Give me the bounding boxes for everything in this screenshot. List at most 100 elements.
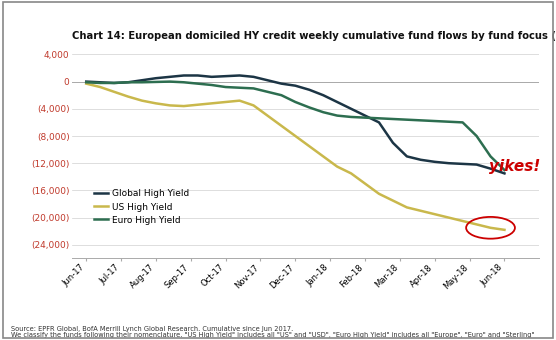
Global High Yield: [167, 75, 173, 79]
US High Yield: [222, 100, 229, 104]
Line: Euro High Yield: Euro High Yield: [86, 82, 504, 170]
Global High Yield: [445, 161, 452, 165]
US High Yield: [501, 228, 508, 232]
US High Yield: [334, 165, 340, 169]
Euro High Yield: [348, 115, 354, 119]
Euro High Yield: [320, 110, 326, 114]
Global High Yield: [138, 78, 145, 82]
Global High Yield: [181, 73, 187, 78]
Euro High Yield: [376, 116, 383, 120]
Global High Yield: [222, 74, 229, 78]
Global High Yield: [236, 73, 243, 78]
Euro High Yield: [418, 118, 424, 122]
Euro High Yield: [362, 116, 369, 120]
Euro High Yield: [152, 80, 159, 84]
Line: US High Yield: US High Yield: [86, 84, 504, 230]
US High Yield: [83, 82, 90, 86]
Euro High Yield: [306, 105, 312, 109]
US High Yield: [125, 95, 131, 99]
Euro High Yield: [501, 168, 508, 172]
Global High Yield: [306, 88, 312, 92]
Euro High Yield: [404, 118, 410, 122]
US High Yield: [306, 144, 312, 148]
Euro High Yield: [236, 86, 243, 90]
Text: Chart 14: European domiciled HY credit weekly cumulative fund flows by fund focu: Chart 14: European domiciled HY credit w…: [72, 31, 556, 41]
Global High Yield: [501, 171, 508, 175]
Euro High Yield: [487, 154, 494, 158]
Global High Yield: [264, 78, 271, 82]
US High Yield: [362, 182, 369, 186]
Euro High Yield: [292, 100, 299, 104]
Global High Yield: [459, 162, 466, 166]
Global High Yield: [152, 76, 159, 80]
Text: Source: EPFR Global, BofA Merrill Lynch Global Research. Cumulative since Jun 20: Source: EPFR Global, BofA Merrill Lynch …: [11, 325, 294, 332]
Global High Yield: [83, 80, 90, 84]
Global High Yield: [362, 114, 369, 118]
Euro High Yield: [181, 80, 187, 84]
US High Yield: [390, 199, 396, 203]
Euro High Yield: [83, 80, 90, 84]
Text: yikes!: yikes!: [489, 159, 540, 174]
US High Yield: [473, 222, 480, 226]
US High Yield: [111, 90, 117, 94]
Euro High Yield: [431, 119, 438, 123]
Euro High Yield: [473, 134, 480, 138]
Global High Yield: [376, 120, 383, 124]
Legend: Global High Yield, US High Yield, Euro High Yield: Global High Yield, US High Yield, Euro H…: [91, 186, 193, 228]
Global High Yield: [125, 80, 131, 84]
Euro High Yield: [278, 93, 285, 97]
US High Yield: [138, 99, 145, 103]
US High Yield: [236, 99, 243, 103]
US High Yield: [376, 192, 383, 196]
Euro High Yield: [250, 86, 257, 90]
US High Yield: [264, 114, 271, 118]
US High Yield: [320, 154, 326, 158]
US High Yield: [167, 103, 173, 107]
Euro High Yield: [222, 85, 229, 89]
US High Yield: [431, 212, 438, 216]
Global High Yield: [431, 160, 438, 164]
US High Yield: [348, 171, 354, 175]
Global High Yield: [97, 80, 103, 84]
Global High Yield: [320, 93, 326, 97]
US High Yield: [195, 103, 201, 107]
US High Yield: [487, 226, 494, 230]
Euro High Yield: [111, 81, 117, 85]
Euro High Yield: [445, 120, 452, 124]
Text: We classify the funds following their nomenclature. "US High Yield" includes all: We classify the funds following their no…: [11, 332, 535, 338]
US High Yield: [250, 103, 257, 107]
Global High Yield: [278, 82, 285, 86]
US High Yield: [418, 209, 424, 213]
Global High Yield: [487, 167, 494, 171]
Line: Global High Yield: Global High Yield: [86, 75, 504, 173]
Global High Yield: [348, 107, 354, 111]
US High Yield: [97, 85, 103, 89]
Euro High Yield: [208, 83, 215, 87]
US High Yield: [292, 134, 299, 138]
Global High Yield: [195, 73, 201, 78]
Global High Yield: [111, 81, 117, 85]
Euro High Yield: [195, 82, 201, 86]
Global High Yield: [292, 84, 299, 88]
Euro High Yield: [167, 80, 173, 84]
Global High Yield: [418, 158, 424, 162]
Euro High Yield: [390, 117, 396, 121]
Global High Yield: [473, 163, 480, 167]
Global High Yield: [334, 100, 340, 104]
US High Yield: [208, 101, 215, 105]
US High Yield: [152, 101, 159, 105]
Euro High Yield: [264, 90, 271, 94]
US High Yield: [459, 219, 466, 223]
US High Yield: [181, 104, 187, 108]
Euro High Yield: [125, 80, 131, 84]
Global High Yield: [390, 141, 396, 145]
Euro High Yield: [97, 81, 103, 85]
Euro High Yield: [459, 120, 466, 124]
US High Yield: [445, 216, 452, 220]
Euro High Yield: [334, 114, 340, 118]
US High Yield: [404, 205, 410, 209]
Euro High Yield: [138, 80, 145, 84]
US High Yield: [278, 124, 285, 128]
Global High Yield: [250, 75, 257, 79]
Global High Yield: [208, 75, 215, 79]
